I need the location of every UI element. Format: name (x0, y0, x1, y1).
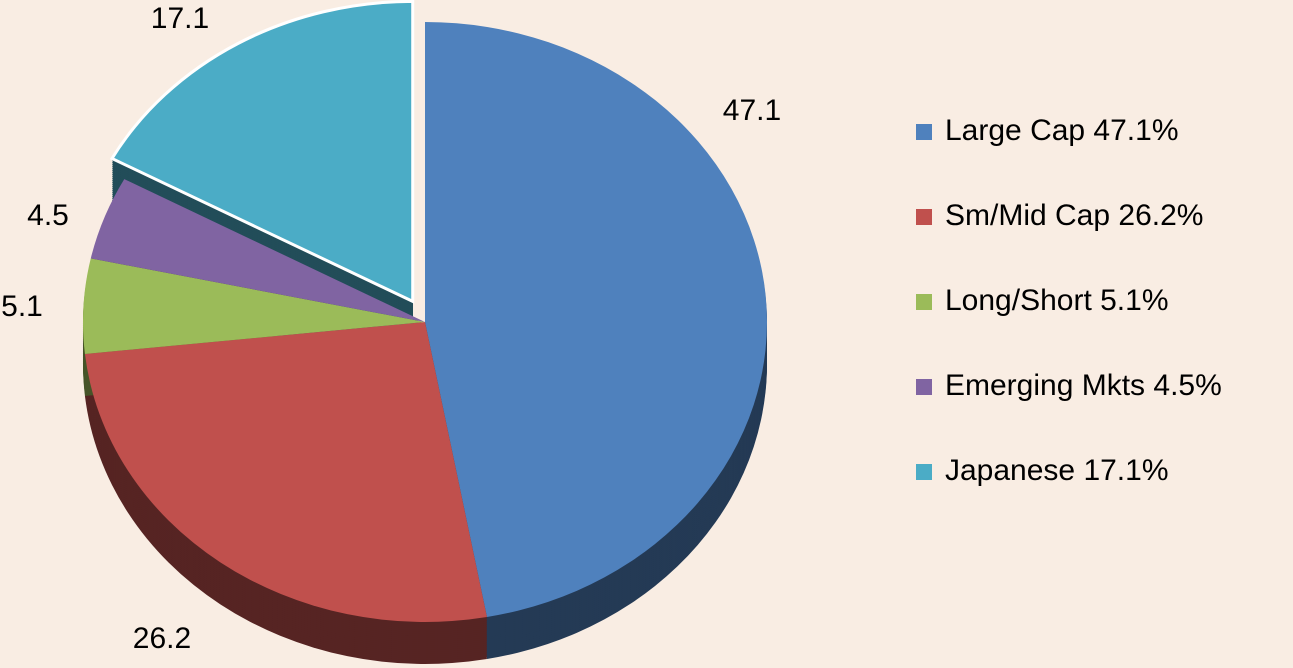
legend-label: Long/Short 5.1% (945, 284, 1169, 317)
pie-slice (90, 179, 426, 322)
data-label: 26.2 (133, 622, 191, 655)
data-label: 47.1 (723, 94, 781, 127)
legend-swatch (916, 124, 932, 140)
pie-slice (83, 258, 426, 354)
pie-slice (84, 322, 487, 622)
legend-label: Sm/Mid Cap 26.2% (945, 199, 1203, 232)
pie-slice (425, 22, 768, 618)
pie-slice (109, 0, 415, 304)
legend-swatch (916, 294, 932, 310)
legend-swatch (916, 209, 932, 225)
legend-swatch (916, 379, 932, 395)
data-label: 4.5 (27, 199, 69, 232)
data-label: 17.1 (151, 2, 209, 35)
legend-label: Japanese 17.1% (945, 454, 1169, 487)
data-label: 5.1 (1, 290, 43, 323)
legend-label: Large Cap 47.1% (945, 114, 1179, 147)
legend-swatch (916, 464, 932, 480)
legend-label: Emerging Mkts 4.5% (945, 369, 1222, 402)
